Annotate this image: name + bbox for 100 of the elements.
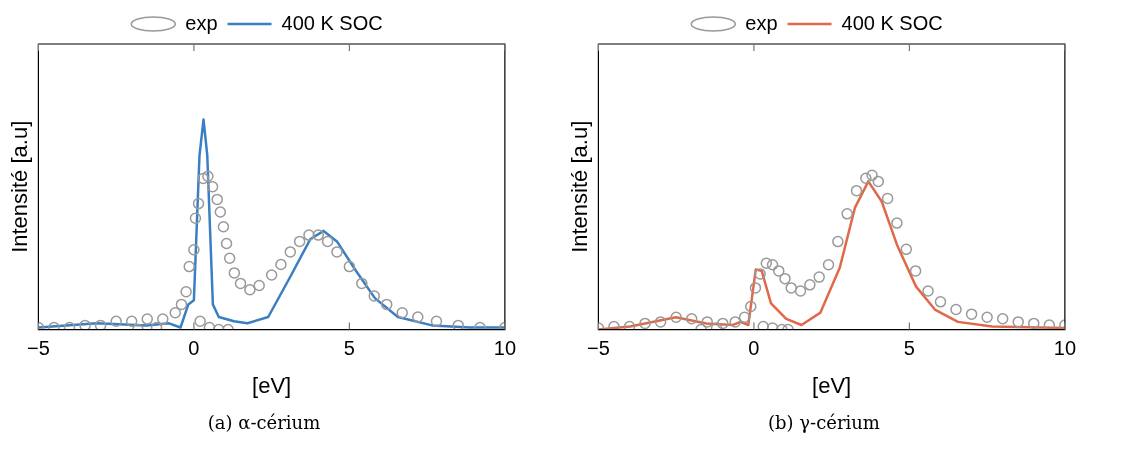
point: [891, 217, 903, 229]
point: [343, 260, 356, 273]
point: [94, 319, 107, 330]
point: [192, 197, 205, 210]
point: [934, 296, 947, 308]
point: [841, 208, 853, 220]
point: [909, 265, 922, 277]
point: [141, 313, 153, 325]
point: [794, 285, 807, 297]
x-tick-label: 10: [493, 337, 516, 360]
point: [188, 244, 200, 256]
point: [234, 277, 247, 290]
point: [804, 279, 816, 291]
x-axis-title: [eV]: [252, 372, 292, 398]
point: [303, 229, 315, 241]
point: [321, 235, 334, 248]
point: [773, 265, 785, 277]
point: [157, 313, 169, 325]
point: [396, 307, 408, 319]
point: [180, 286, 192, 298]
point: [881, 192, 894, 205]
point: [1012, 316, 1024, 328]
point: [745, 300, 757, 313]
point: [639, 317, 651, 330]
point: [331, 246, 343, 258]
x-tick-label: 0: [748, 337, 760, 360]
point: [717, 317, 729, 330]
point: [701, 316, 713, 328]
point: [754, 268, 766, 280]
x-tick-label: 10: [1053, 337, 1076, 360]
point: [608, 320, 620, 330]
point: [729, 316, 741, 328]
x-tick-label: 0: [188, 337, 200, 360]
x-tick-label: 5: [343, 337, 355, 360]
point: [356, 277, 368, 290]
point: [981, 311, 993, 323]
point: [860, 172, 872, 185]
point: [284, 246, 297, 258]
point: [779, 272, 791, 285]
point: [175, 298, 188, 311]
point: [749, 282, 762, 294]
point: [194, 315, 206, 327]
point: [452, 319, 464, 330]
x-tick-label: 5: [903, 337, 915, 360]
point: [110, 315, 122, 327]
point: [685, 313, 698, 325]
point: [217, 220, 230, 233]
point: [312, 229, 325, 241]
point: [211, 193, 223, 206]
point: [197, 172, 209, 185]
point: [738, 311, 751, 323]
text: (a) α-cérium: [206, 412, 322, 433]
point: [832, 235, 844, 248]
point: [430, 315, 443, 327]
point: [757, 320, 769, 330]
legend-label: 400 K SOC: [281, 11, 383, 34]
point: [922, 285, 934, 297]
text: (b) γ-cérium: [767, 412, 881, 433]
point: [183, 260, 195, 273]
point: [275, 258, 287, 271]
point: [214, 206, 227, 218]
point: [125, 315, 138, 327]
point: [785, 282, 797, 294]
point: [368, 290, 381, 302]
point: [228, 267, 241, 279]
legend-label: 400 K SOC: [841, 11, 943, 34]
point: [623, 320, 636, 330]
point: [900, 243, 913, 256]
point: [293, 235, 306, 248]
point: [670, 311, 682, 323]
point: [654, 316, 667, 328]
point: [253, 279, 265, 292]
point: [1043, 319, 1056, 330]
point: [189, 212, 202, 225]
point: [380, 298, 393, 311]
legend-label: exp: [745, 11, 778, 34]
legend-label: exp: [185, 11, 218, 34]
point: [202, 170, 214, 183]
x-tick-label: −5: [26, 337, 50, 360]
y-axis-title: Intensité [a.u]: [567, 120, 593, 253]
point: [766, 259, 779, 271]
point: [950, 303, 962, 316]
x-tick-label: −5: [586, 337, 610, 360]
point: [474, 321, 486, 330]
point: [244, 283, 256, 296]
point: [822, 259, 835, 271]
point: [813, 271, 825, 283]
point: [1028, 317, 1040, 330]
point: [412, 311, 424, 323]
y-axis-title: Intensité [a.u]: [7, 120, 33, 253]
point: [866, 169, 878, 181]
point: [996, 313, 1009, 325]
point: [965, 308, 978, 320]
point: [206, 181, 219, 193]
x-axis-title: [eV]: [812, 372, 852, 398]
point: [79, 319, 91, 330]
point: [850, 184, 863, 197]
point: [760, 257, 773, 269]
point: [220, 237, 233, 250]
point: [48, 321, 60, 330]
